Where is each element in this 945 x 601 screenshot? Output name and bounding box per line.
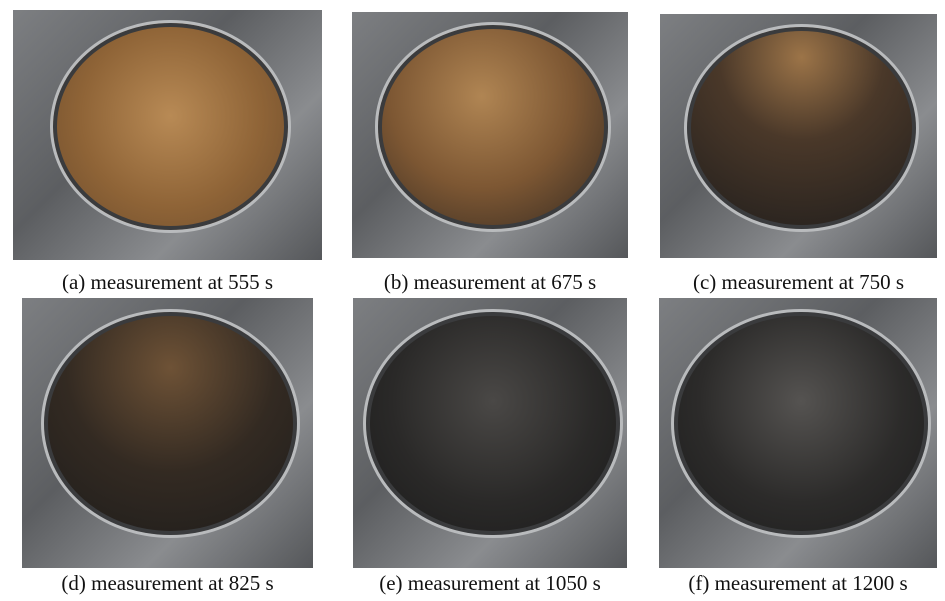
caption: (c) measurement at 750 s bbox=[639, 270, 945, 295]
photo bbox=[22, 298, 313, 568]
figure: (a) measurement at 555 s(b) measurement … bbox=[0, 0, 945, 601]
panel-label: (d) bbox=[61, 571, 86, 595]
dish bbox=[671, 309, 930, 539]
photo bbox=[353, 298, 627, 568]
caption-text: measurement at 750 s bbox=[722, 270, 905, 294]
photo bbox=[13, 10, 322, 260]
panel-label: (a) bbox=[62, 270, 85, 294]
caption-text: measurement at 1050 s bbox=[408, 571, 601, 595]
caption: (f) measurement at 1200 s bbox=[638, 571, 945, 596]
dish bbox=[41, 309, 300, 539]
caption: (d) measurement at 825 s bbox=[8, 571, 328, 596]
panel-label: (e) bbox=[379, 571, 402, 595]
dish bbox=[363, 309, 622, 539]
dish bbox=[375, 22, 612, 232]
dish bbox=[50, 20, 291, 233]
caption-text: measurement at 675 s bbox=[414, 270, 597, 294]
panel-label: (c) bbox=[693, 270, 716, 294]
photo bbox=[352, 12, 628, 258]
caption-text: measurement at 1200 s bbox=[715, 571, 908, 595]
dish bbox=[684, 24, 919, 232]
caption-text: measurement at 555 s bbox=[91, 270, 274, 294]
caption-text: measurement at 825 s bbox=[91, 571, 274, 595]
caption: (b) measurement at 675 s bbox=[330, 270, 650, 295]
panel-label: (f) bbox=[688, 571, 709, 595]
caption: (e) measurement at 1050 s bbox=[330, 571, 650, 596]
caption: (a) measurement at 555 s bbox=[8, 270, 328, 295]
photo bbox=[659, 298, 937, 568]
panel-label: (b) bbox=[384, 270, 409, 294]
photo bbox=[660, 14, 937, 258]
